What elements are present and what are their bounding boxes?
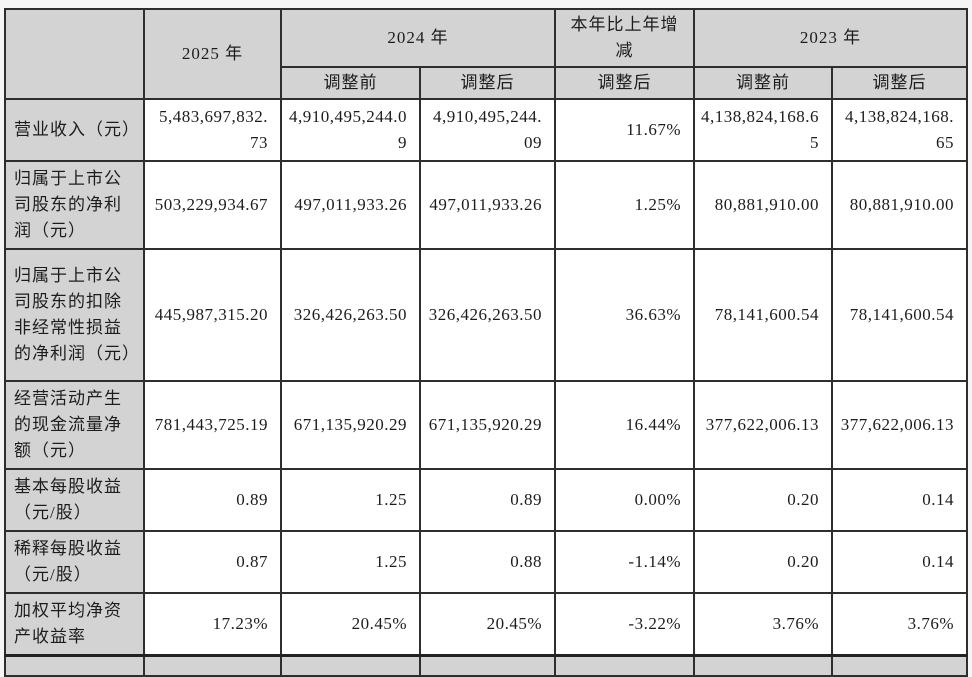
row-label: 稀释每股收益（元/股）	[4, 530, 145, 594]
partial-cell	[4, 654, 145, 677]
table-row-operating-cash-flow: 经营活动产生的现金流量净额（元） 781,443,725.19 671,135,…	[4, 380, 968, 470]
cell-2023-before: 0.20	[693, 530, 833, 594]
cell-change: 16.44%	[554, 380, 695, 470]
header-2025: 2025 年	[143, 8, 282, 100]
cell-2023-after: 78,141,600.54	[831, 248, 968, 382]
header-2024: 2024 年	[280, 8, 556, 68]
cell-2023-before: 78,141,600.54	[693, 248, 833, 382]
subheader-change-after-adjust: 调整后	[554, 66, 695, 100]
cell-change: -3.22%	[554, 592, 695, 657]
cell-2023-after: 377,622,006.13	[831, 380, 968, 470]
page: { "table": { "header": { "corner": "", "…	[4, 8, 968, 677]
partial-cell	[693, 654, 833, 677]
cell-2025: 5,483,697,832.73	[143, 98, 282, 162]
header-2023: 2023 年	[693, 8, 968, 68]
cell-2024-before: 497,011,933.26	[280, 160, 421, 250]
cell-2024-after: 671,135,920.29	[419, 380, 556, 470]
cell-2024-before: 20.45%	[280, 592, 421, 657]
row-label: 归属于上市公司股东的扣除非经常性损益的净利润（元）	[4, 248, 145, 382]
cell-2024-before: 4,910,495,244.09	[280, 98, 421, 162]
header-row-adjustments: 调整前 调整后 调整后 调整前 调整后	[5, 66, 968, 100]
cell-2024-after: 497,011,933.26	[419, 160, 556, 250]
cell-2024-before: 326,426,263.50	[280, 248, 421, 382]
cell-2024-after: 0.88	[419, 530, 556, 594]
cell-2023-before: 80,881,910.00	[693, 160, 833, 250]
cell-2023-before: 3.76%	[693, 592, 833, 657]
row-label: 基本每股收益（元/股）	[4, 468, 145, 532]
cell-2024-after: 0.89	[419, 468, 556, 532]
header-corner-cell	[4, 8, 145, 100]
cell-2023-before: 0.20	[693, 468, 833, 532]
cell-2023-after: 4,138,824,168.65	[831, 98, 968, 162]
row-label: 经营活动产生的现金流量净额（元）	[4, 380, 145, 470]
table-row-revenue: 营业收入（元） 5,483,697,832.73 4,910,495,244.0…	[4, 98, 968, 162]
subheader-2024-before-adjust: 调整前	[280, 66, 421, 100]
partial-cell	[280, 654, 421, 677]
row-label: 加权平均净资产收益率	[4, 592, 145, 657]
cell-2025: 0.87	[143, 530, 282, 594]
cell-2025: 17.23%	[143, 592, 282, 657]
cell-2024-before: 1.25	[280, 530, 421, 594]
partial-cell	[831, 654, 968, 677]
cell-2023-before: 377,622,006.13	[693, 380, 833, 470]
subheader-2023-before-adjust: 调整前	[693, 66, 833, 100]
cell-2024-after: 326,426,263.50	[419, 248, 556, 382]
financial-summary-table: 2025 年 2024 年 本年比上年增减 2023 年 调整前 调整后 调整后…	[4, 8, 968, 677]
table-row-basic-eps: 基本每股收益（元/股） 0.89 1.25 0.89 0.00% 0.20 0.…	[4, 468, 968, 532]
cell-2024-before: 1.25	[280, 468, 421, 532]
row-label: 营业收入（元）	[4, 98, 145, 162]
header-row-years: 2025 年 2024 年 本年比上年增减 2023 年	[4, 8, 968, 100]
cell-2023-after: 3.76%	[831, 592, 968, 657]
header-yoy-change: 本年比上年增减	[554, 8, 695, 68]
table-row-partial-clipped	[4, 654, 968, 677]
cell-change: 11.67%	[554, 98, 695, 162]
cell-2023-after: 80,881,910.00	[831, 160, 968, 250]
cell-change: 1.25%	[554, 160, 695, 250]
cell-2024-before: 671,135,920.29	[280, 380, 421, 470]
cell-2023-after: 0.14	[831, 530, 968, 594]
subheader-2024-after-adjust: 调整后	[419, 66, 556, 100]
partial-cell	[419, 654, 556, 677]
cell-change: 36.63%	[554, 248, 695, 382]
subheader-2023-after-adjust: 调整后	[831, 66, 968, 100]
cell-2024-after: 20.45%	[419, 592, 556, 657]
cell-2023-after: 0.14	[831, 468, 968, 532]
financial-summary-table-wrap: 2025 年 2024 年 本年比上年增减 2023 年 调整前 调整后 调整后…	[4, 8, 968, 677]
cell-change: 0.00%	[554, 468, 695, 532]
table-row-diluted-eps: 稀释每股收益（元/股） 0.87 1.25 0.88 -1.14% 0.20 0…	[4, 530, 968, 594]
cell-2023-before: 4,138,824,168.65	[693, 98, 833, 162]
cell-change: -1.14%	[554, 530, 695, 594]
partial-cell	[554, 654, 695, 677]
table-row-weighted-average-roe: 加权平均净资产收益率 17.23% 20.45% 20.45% -3.22% 3…	[4, 592, 968, 657]
cell-2025: 503,229,934.67	[143, 160, 282, 250]
cell-2025: 781,443,725.19	[143, 380, 282, 470]
table-row-deducted-net-profit: 归属于上市公司股东的扣除非经常性损益的净利润（元） 445,987,315.20…	[4, 248, 968, 382]
cell-2024-after: 4,910,495,244.09	[419, 98, 556, 162]
table-row-net-profit: 归属于上市公司股东的净利润（元） 503,229,934.67 497,011,…	[4, 160, 968, 250]
partial-cell	[143, 654, 282, 677]
cell-2025: 0.89	[143, 468, 282, 532]
row-label: 归属于上市公司股东的净利润（元）	[4, 160, 145, 250]
cell-2025: 445,987,315.20	[143, 248, 282, 382]
